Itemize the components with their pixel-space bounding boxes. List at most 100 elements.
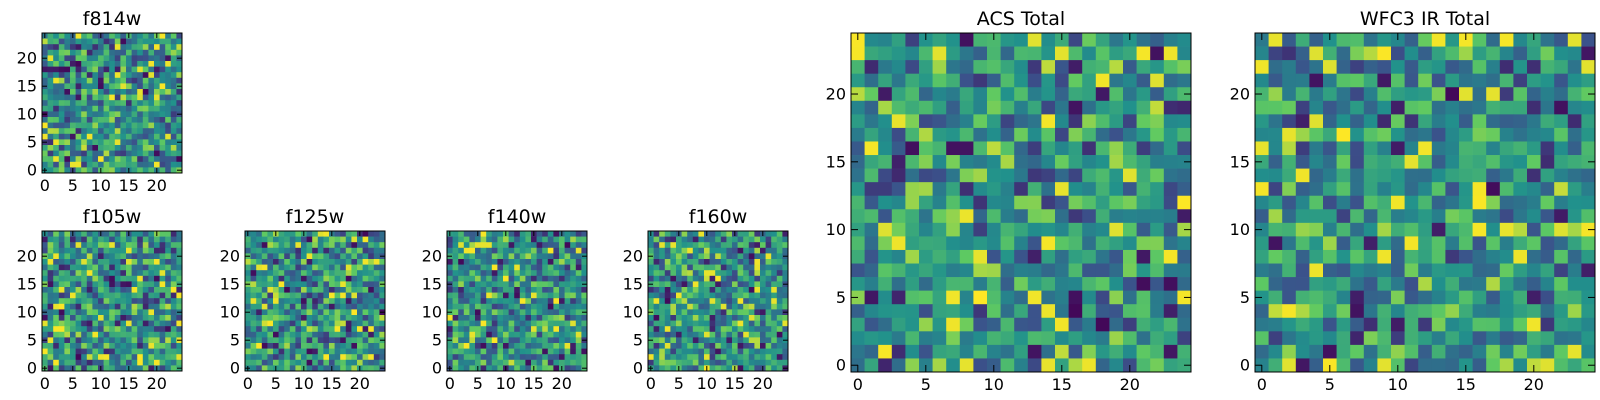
heatmap-cell: [469, 236, 476, 243]
heatmap-cell: [851, 195, 865, 210]
heatmap-cell: [1068, 46, 1083, 61]
heatmap-cell: [491, 320, 498, 327]
heatmap-cell: [475, 259, 481, 265]
heatmap-cell: [306, 231, 313, 237]
heatmap-cell: [114, 264, 121, 271]
heatmap-cell: [53, 122, 60, 129]
heatmap-cell: [737, 298, 744, 305]
heatmap-cell: [103, 365, 110, 372]
heatmap-cell: [1041, 317, 1056, 332]
heatmap-cell: [1445, 331, 1460, 346]
heatmap-cell: [114, 111, 121, 118]
heatmap-cell: [81, 281, 88, 288]
heatmap-cell: [1377, 127, 1392, 142]
heatmap-cell: [92, 44, 99, 51]
heatmap-cell: [1581, 73, 1596, 88]
heatmap-cell: [531, 337, 537, 344]
heatmap-cell: [1567, 60, 1582, 75]
heatmap-cell: [851, 304, 865, 319]
heatmap-cell: [1499, 33, 1514, 47]
heatmap-cell: [1150, 114, 1165, 129]
heatmap-cell: [70, 337, 76, 344]
y-tick-label: 20: [17, 49, 37, 68]
heatmap-cell: [64, 337, 71, 344]
x-tick-label: 10: [496, 374, 516, 393]
heatmap-cell: [1554, 358, 1569, 373]
heatmap-cell: [58, 281, 65, 288]
heatmap-cell: [1027, 249, 1042, 264]
heatmap-cell: [1527, 317, 1541, 332]
heatmap-cell: [148, 359, 155, 366]
heatmap-cell: [715, 320, 722, 327]
y-tick-label: 5: [1240, 288, 1250, 307]
heatmap-cell: [1136, 141, 1151, 156]
heatmap-cell: [165, 77, 172, 84]
heatmap-cell: [891, 236, 906, 251]
heatmap-cell: [1000, 304, 1015, 319]
heatmap-cell: [851, 209, 865, 224]
heatmap-cell: [973, 331, 988, 346]
heatmap-cell: [525, 359, 532, 366]
heatmap-cell: [250, 247, 257, 254]
heatmap-cell: [519, 359, 526, 366]
heatmap-cell: [1581, 209, 1596, 224]
heatmap-cell: [250, 298, 257, 305]
heatmap-cell: [86, 247, 93, 254]
heatmap-cell: [987, 263, 1001, 278]
heatmap-cell: [575, 292, 582, 299]
heatmap-cell: [250, 331, 257, 338]
heatmap-cell: [581, 259, 588, 265]
heatmap-cell: [1554, 87, 1569, 102]
heatmap-cell: [1459, 331, 1473, 346]
heatmap-cell: [1431, 249, 1446, 264]
heatmap-cell: [891, 290, 906, 305]
heatmap-cell: [317, 365, 324, 372]
heatmap-cell: [81, 33, 88, 39]
heatmap-cell: [1068, 182, 1083, 197]
heatmap-cell: [176, 145, 183, 151]
heatmap-cell: [715, 242, 722, 249]
heatmap-cell: [463, 315, 470, 321]
y-tick-label: 0: [1240, 356, 1250, 375]
heatmap-cell: [64, 253, 71, 260]
heatmap-cell: [114, 303, 121, 310]
heatmap-cell: [491, 337, 498, 344]
heatmap-cell: [1255, 60, 1269, 75]
heatmap-cell: [463, 326, 470, 333]
heatmap-cell: [1404, 209, 1419, 224]
heatmap-cell: [131, 320, 138, 327]
heatmap-cell: [486, 331, 493, 338]
heatmap-cell: [131, 167, 138, 174]
heatmap-cell: [165, 331, 172, 338]
heatmap-cell: [245, 236, 251, 243]
heatmap-cell: [1445, 277, 1460, 291]
heatmap-cell: [536, 270, 543, 277]
heatmap-cell: [670, 242, 677, 249]
heatmap-cell: [120, 89, 127, 95]
heatmap-cell: [1581, 182, 1596, 197]
heatmap-cell: [165, 128, 172, 135]
heatmap-cell: [743, 365, 750, 372]
heatmap-cell: [1431, 344, 1446, 359]
heatmap-cell: [165, 326, 172, 333]
heatmap-cell: [170, 320, 177, 327]
heatmap-cell: [58, 231, 65, 237]
heatmap-cell: [301, 320, 307, 327]
heatmap-cell: [542, 298, 549, 305]
heatmap-cell: [709, 231, 716, 237]
heatmap-cell: [154, 139, 160, 146]
heatmap-cell: [1567, 317, 1582, 332]
heatmap-cell: [114, 236, 121, 243]
heatmap-cell: [1567, 304, 1582, 319]
heatmap-cell: [564, 315, 571, 321]
heatmap-cell: [98, 100, 104, 107]
heatmap-cell: [581, 287, 588, 293]
heatmap-cell: [351, 287, 358, 293]
heatmap-cell: [932, 209, 947, 224]
heatmap-cell: [1055, 209, 1069, 224]
heatmap-cell: [47, 320, 54, 327]
heatmap-cell: [81, 348, 88, 355]
heatmap-cell: [103, 66, 110, 73]
heatmap-cell: [754, 303, 761, 310]
